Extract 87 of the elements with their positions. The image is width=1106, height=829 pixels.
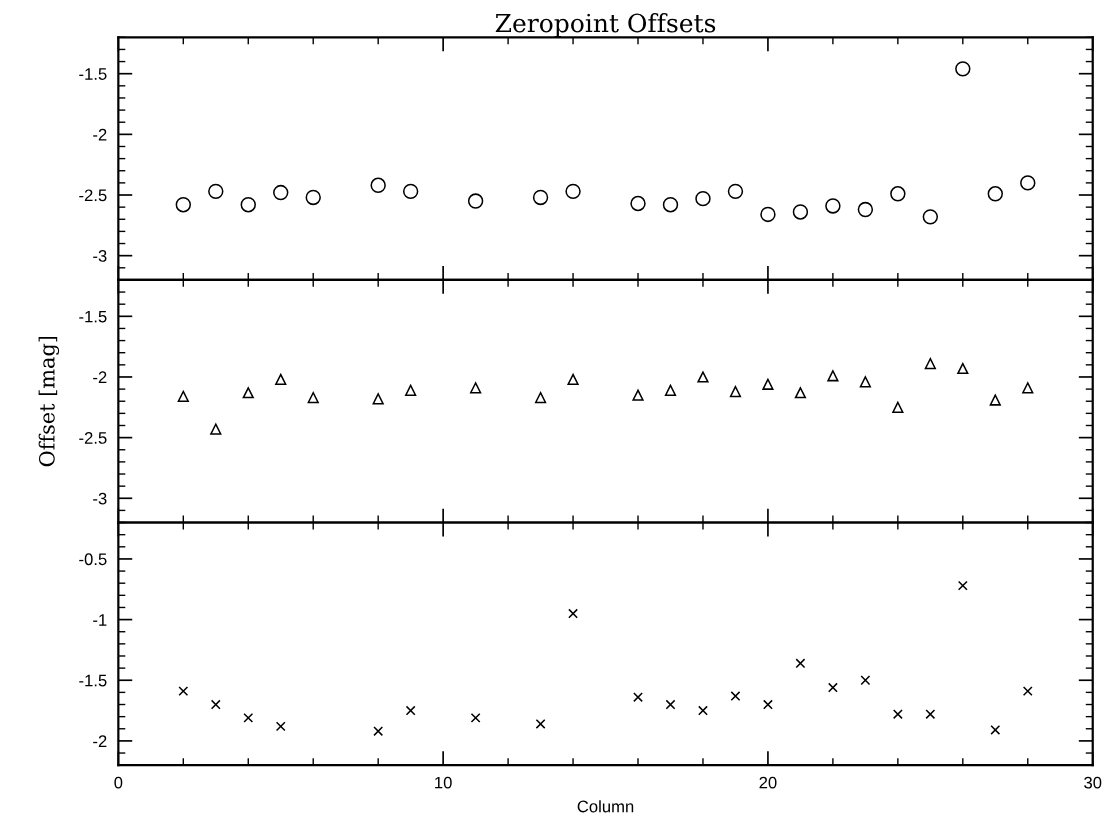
y-tick-label: -3 [93,250,107,262]
point [955,61,971,77]
x-tick-label: 0 [114,776,123,789]
point [727,183,744,200]
point [630,195,646,212]
point [370,177,386,194]
point [633,692,643,703]
point [1022,686,1033,697]
y-tick-label: -1.5 [79,68,107,80]
y-tick-label: -2 [93,371,107,384]
point [857,201,874,218]
y-axis-title: Offset [mag] [38,336,60,467]
point [273,184,289,201]
point [178,686,189,697]
point [827,370,839,382]
y-tick-label: -0.5 [79,553,107,566]
point [405,384,417,396]
point [662,197,679,213]
point [565,183,581,200]
point [243,712,254,723]
point [730,691,741,701]
y-tick-label: -2.5 [79,189,107,202]
point [665,699,676,710]
point [795,658,806,669]
point [763,699,773,710]
point [729,385,742,398]
point [698,705,708,716]
point [989,394,1001,406]
point [467,193,484,209]
point [275,373,287,386]
point [794,387,807,399]
point [792,204,809,220]
point [535,718,546,729]
y-tick-label: -2 [93,735,107,747]
point [860,675,871,686]
point [242,387,254,399]
point [1020,175,1036,191]
point [760,206,776,223]
point [177,390,189,403]
point [990,725,1001,735]
y-tick-label: -1.5 [79,310,107,323]
point [470,712,481,723]
point [402,183,419,200]
point [305,189,321,206]
y-tick-label: -1.5 [79,674,107,687]
point [373,726,384,737]
point [827,682,838,693]
point [534,391,547,404]
point [825,198,841,214]
point [664,384,677,396]
point [890,186,906,202]
point [987,186,1003,202]
point [567,373,579,386]
x-tick-label: 30 [1084,776,1102,789]
x-tick-label: 20 [759,776,777,789]
point [924,358,936,370]
point [210,699,221,710]
point [210,423,222,435]
point [208,183,224,200]
point [405,705,416,716]
point [957,362,969,375]
y-tick-label: -2 [93,128,107,141]
point [568,608,578,619]
y-tick-label: -1 [93,614,107,626]
point [307,391,319,404]
x-tick-label: 10 [435,776,452,789]
point [925,709,936,720]
point [892,709,903,720]
x-axis-title: Column [577,800,634,813]
point [762,378,774,390]
point [695,190,711,207]
point [275,721,286,732]
point [469,382,482,394]
point [1022,382,1034,394]
point [372,393,384,405]
point [922,209,939,225]
point [957,580,968,591]
y-tick-label: -2.5 [79,432,107,444]
point [892,401,904,413]
point [532,189,549,206]
chart-title: Zeropoint Offsets [495,13,716,38]
point [175,197,192,213]
point [697,371,709,383]
point [240,197,256,213]
point [632,389,644,401]
point [859,376,871,388]
y-tick-label: -3 [93,492,107,505]
